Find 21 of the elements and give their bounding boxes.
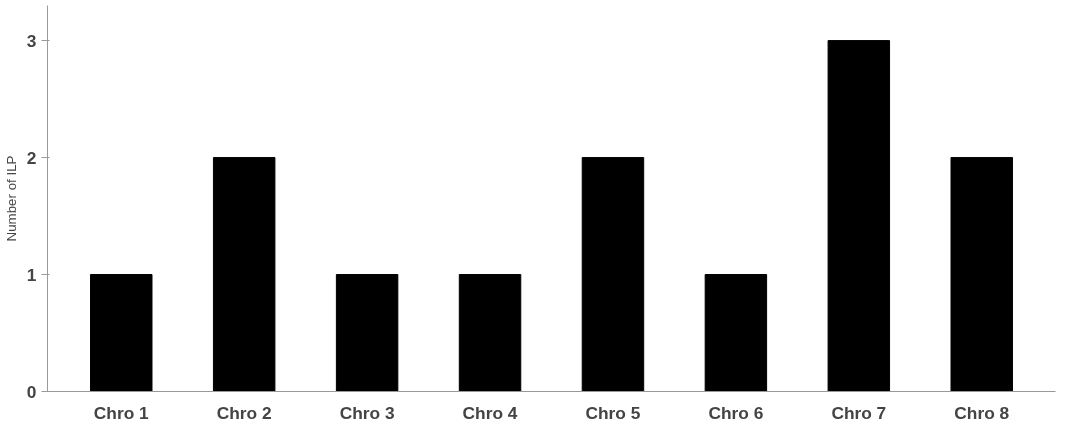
y-tick-label: 2 (26, 147, 37, 168)
x-tick-label: Chro 1 (93, 402, 150, 423)
y-tick-label: 3 (26, 30, 37, 51)
x-tick-label: Chro 4 (462, 402, 518, 423)
bar (827, 40, 891, 392)
x-tick-label: Chro 6 (708, 402, 764, 423)
x-tick-label: Chro 7 (831, 402, 887, 423)
x-tick-label: Chro 2 (216, 402, 272, 423)
x-tick-label: Chro 5 (585, 402, 641, 423)
x-tick-label: Chro 3 (339, 402, 395, 423)
bar (950, 157, 1013, 392)
bar (704, 274, 768, 392)
y-tick-label: 1 (26, 264, 37, 285)
y-tick-label: 0 (26, 381, 37, 402)
bar (581, 157, 645, 392)
bar (458, 274, 522, 392)
bar (212, 157, 276, 392)
bar (90, 274, 153, 392)
x-tick-label: Chro 8 (954, 402, 1010, 423)
bar (335, 274, 399, 392)
y-axis-title: Number of ILP (3, 155, 19, 242)
